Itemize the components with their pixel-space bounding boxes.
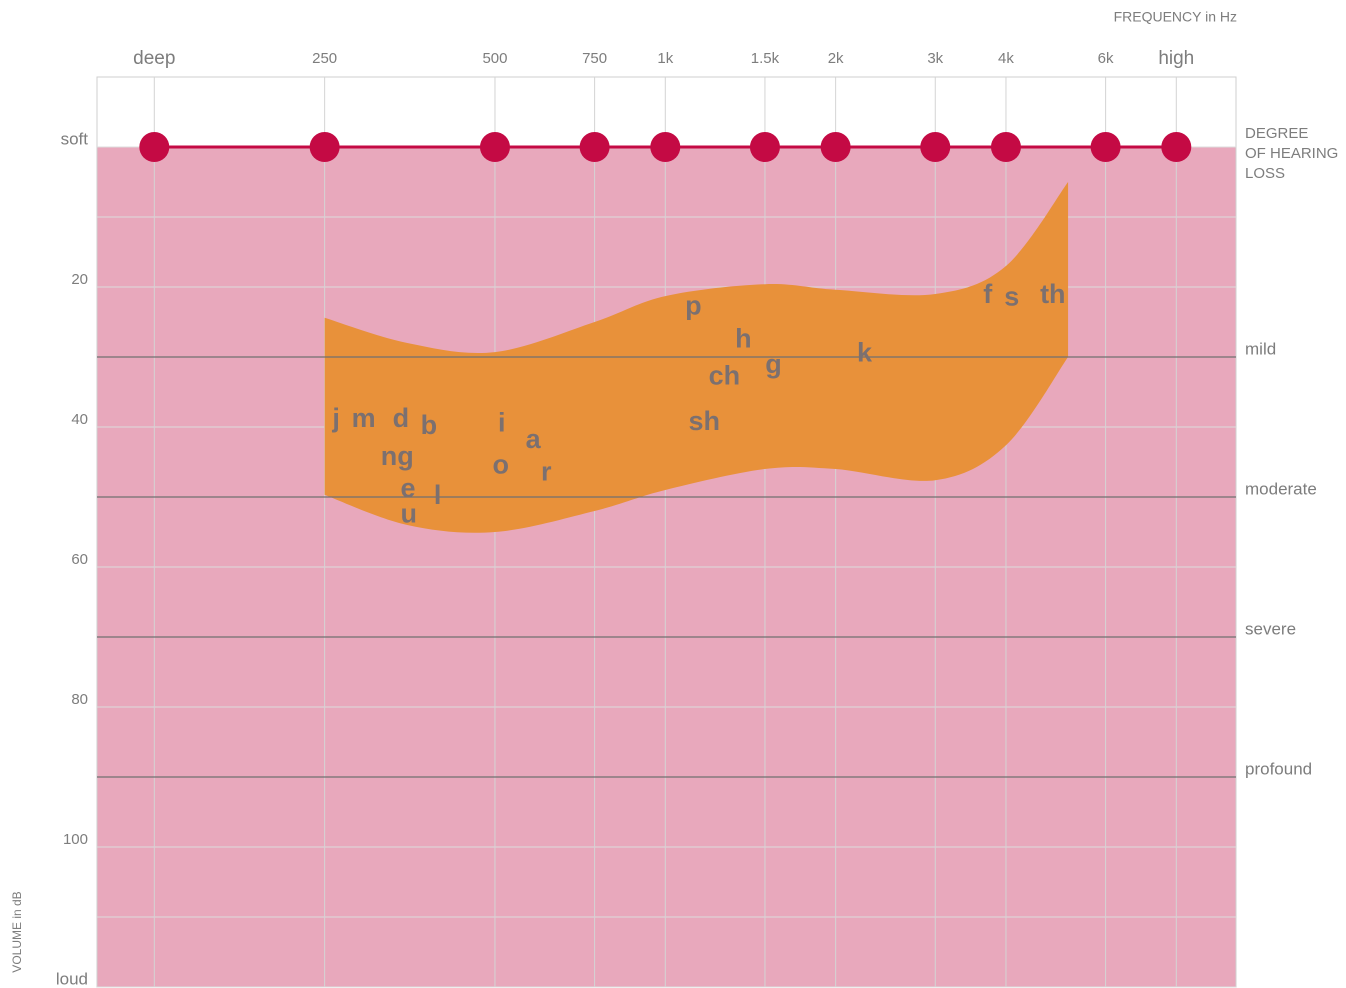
y-tick-label: 80: [71, 691, 88, 708]
y-tick-label: loud: [56, 969, 88, 988]
phoneme: sh: [689, 406, 721, 436]
phoneme: m: [352, 403, 376, 433]
degree-label: profound: [1245, 759, 1312, 778]
x-tick-label: 4k: [998, 50, 1014, 67]
x-tick-label: 1.5k: [751, 50, 780, 67]
phoneme: s: [1004, 281, 1019, 311]
threshold-dot: [1161, 132, 1192, 162]
phoneme: i: [498, 407, 506, 437]
threshold-dot: [920, 132, 951, 162]
degree-label: moderate: [1245, 479, 1317, 498]
phoneme: h: [735, 323, 752, 353]
x-tick-label: 500: [482, 50, 507, 67]
y-tick-label: 60: [71, 551, 88, 568]
threshold-dot: [139, 132, 170, 162]
phoneme: th: [1040, 279, 1065, 309]
phoneme: b: [421, 410, 438, 440]
phoneme: ch: [709, 360, 741, 390]
y-tick-label: 40: [71, 411, 88, 428]
phoneme: f: [983, 279, 993, 309]
x-tick-label: deep: [133, 48, 175, 69]
phoneme: r: [541, 456, 552, 486]
x-tick-label: 6k: [1098, 50, 1114, 67]
x-tick-label: 2k: [828, 50, 844, 67]
x-tick-label: 250: [312, 50, 337, 67]
phoneme: ng: [381, 441, 414, 471]
x-axis-label: FREQUENCY in Hz: [1114, 9, 1237, 25]
degree-label: LOSS: [1245, 165, 1285, 182]
threshold-dot: [479, 132, 510, 162]
y-tick-label: 20: [71, 271, 88, 288]
phoneme: e: [401, 473, 416, 503]
phoneme: k: [857, 337, 873, 367]
threshold-dot: [990, 132, 1021, 162]
y-axis-label: VOLUME in dB: [10, 891, 24, 972]
threshold-dot: [749, 132, 780, 162]
phoneme: j: [331, 403, 340, 433]
x-tick-label: 3k: [927, 50, 943, 67]
threshold-dot: [1090, 132, 1121, 162]
degree-label: DEGREE: [1245, 125, 1308, 142]
y-tick-label: soft: [61, 129, 89, 148]
phoneme: u: [400, 498, 417, 528]
degree-label: mild: [1245, 339, 1276, 358]
phoneme: a: [526, 424, 542, 454]
y-tick-label: 100: [63, 831, 88, 848]
phoneme: p: [685, 290, 702, 320]
threshold-dot: [820, 132, 851, 162]
phoneme: o: [493, 449, 510, 479]
threshold-dot: [650, 132, 681, 162]
phoneme: d: [393, 403, 410, 433]
x-tick-label: high: [1158, 48, 1194, 69]
threshold-dot: [579, 132, 610, 162]
degree-label: OF HEARING: [1245, 145, 1338, 162]
x-tick-label: 1k: [657, 50, 673, 67]
phoneme: l: [434, 480, 442, 510]
x-tick-label: 750: [582, 50, 607, 67]
phoneme: g: [765, 349, 782, 379]
threshold-dot: [309, 132, 340, 162]
degree-label: severe: [1245, 619, 1296, 638]
